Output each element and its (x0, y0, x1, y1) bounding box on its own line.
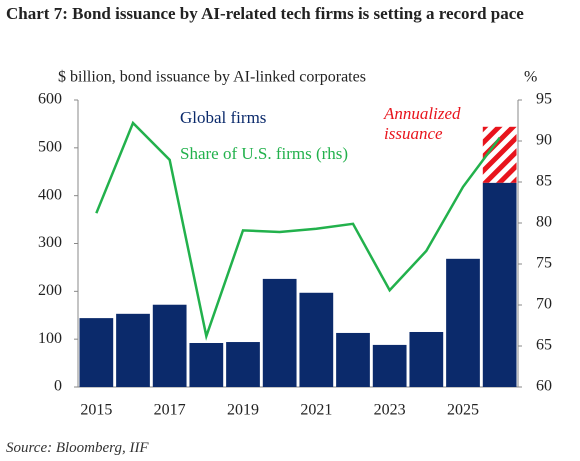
series-label: Annualized issuance (384, 104, 461, 143)
x-tick-label: 2019 (227, 402, 259, 419)
y2-axis-title: % (524, 69, 537, 86)
y-tick-label: 200 (38, 282, 62, 299)
bar (372, 344, 407, 387)
y-tick-label: 100 (38, 330, 62, 347)
bar (116, 313, 150, 387)
x-tick-label: 2017 (154, 402, 186, 419)
bar (409, 331, 444, 387)
y2-tick-label: 90 (536, 132, 552, 149)
bar (336, 332, 370, 387)
bar (226, 342, 260, 387)
y2-tick-label: 60 (536, 378, 552, 395)
y-tick-label: 300 (38, 234, 62, 251)
bar (262, 278, 297, 387)
y-tick-label: 500 (38, 139, 62, 156)
y-tick-label: 400 (38, 186, 62, 203)
y-axis-title: $ billion, bond issuance by AI-linked co… (58, 69, 366, 86)
source: Source: Bloomberg, IIF (6, 440, 149, 456)
bar (189, 342, 224, 387)
chart-title: Chart 7: Bond issuance by AI-related tec… (6, 4, 524, 23)
series-label: Global firms (180, 108, 267, 127)
bar (152, 304, 187, 387)
x-tick-label: 2015 (80, 402, 112, 419)
bar (79, 318, 114, 387)
x-tick-label: 2025 (447, 402, 479, 419)
y-tick-label: 0 (54, 378, 62, 395)
y2-tick-label: 70 (536, 296, 552, 313)
series-label: Share of U.S. firms (rhs) (180, 144, 349, 163)
x-tick-label: 2021 (300, 402, 332, 419)
y-tick-label: 600 (38, 91, 62, 108)
y2-tick-label: 75 (536, 255, 552, 272)
y2-tick-label: 95 (536, 91, 552, 108)
y2-tick-label: 80 (536, 214, 552, 231)
line (95, 120, 501, 341)
bar (482, 182, 517, 387)
bar (299, 292, 334, 387)
y2-tick-label: 85 (536, 173, 552, 190)
x-tick-label: 2023 (374, 402, 406, 419)
bar (446, 258, 480, 387)
y2-tick-label: 65 (536, 337, 552, 354)
